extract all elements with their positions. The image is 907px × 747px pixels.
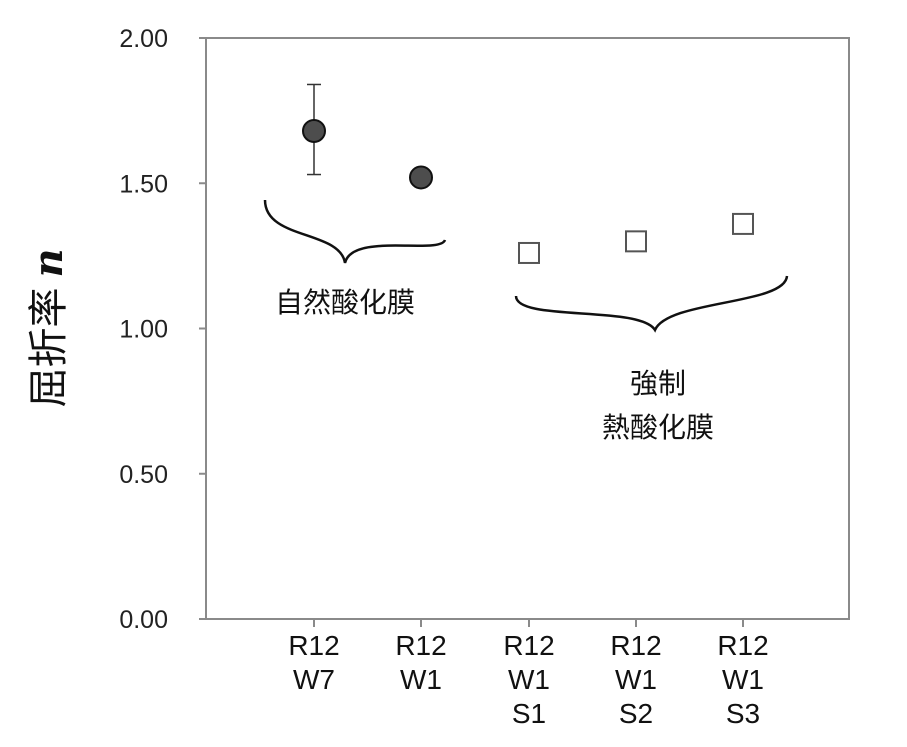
x-category-label: R12 — [503, 630, 554, 661]
y-axis-ticks: 0.00 0.50 1.00 1.50 2.00 — [119, 25, 206, 634]
y-tick-label: 2.00 — [119, 25, 168, 53]
x-category-label: S3 — [726, 698, 760, 729]
x-category-label: W7 — [293, 664, 335, 695]
y-tick-label: 0.50 — [119, 461, 168, 489]
data-point — [625, 230, 647, 253]
data-markers — [302, 118, 754, 264]
y-axis-symbol: n — [25, 248, 72, 277]
y-axis-label: 屈折率 — [26, 288, 72, 408]
x-category-label: W1 — [508, 664, 550, 695]
x-category-label: R12 — [288, 630, 339, 661]
y-tick-label: 0.00 — [119, 606, 168, 634]
natural-oxide-brace — [263, 199, 447, 264]
data-point — [409, 165, 433, 190]
x-category-label: R12 — [395, 630, 446, 661]
y-tick-label: 1.50 — [119, 170, 168, 198]
data-point — [302, 118, 326, 143]
plot-area-frame — [205, 37, 850, 620]
forced-oxide-brace — [514, 275, 789, 333]
annotation-forced-line-1: 強制 — [630, 367, 686, 400]
annotation-natural-oxide: 自然酸化膜 — [275, 286, 415, 319]
x-category-label: W1 — [615, 664, 657, 695]
error-bars — [307, 83, 747, 260]
data-point — [732, 212, 754, 235]
y-tick-label: 1.00 — [119, 316, 168, 344]
x-category-label: W1 — [722, 664, 764, 695]
y-axis-title: 屈折率 n — [25, 248, 72, 407]
x-category-label: R12 — [610, 630, 661, 661]
x-category-label: R12 — [717, 630, 768, 661]
x-category-label: W1 — [400, 664, 442, 695]
annotation-forced-line-2: 熱酸化膜 — [602, 411, 714, 444]
x-category-label: S1 — [512, 698, 546, 729]
x-category-label: S2 — [619, 698, 653, 729]
svg-text:屈折率n: 屈折率 n — [25, 248, 72, 407]
data-point — [518, 241, 540, 264]
